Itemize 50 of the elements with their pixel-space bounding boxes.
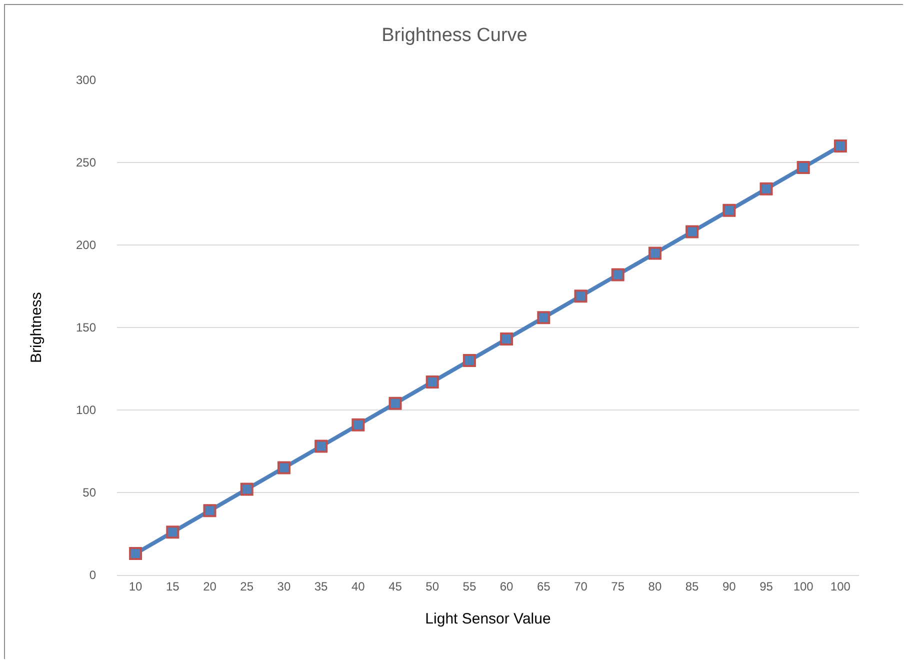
y-tick-label: 150 (76, 320, 96, 335)
x-tick-label: 45 (388, 579, 402, 594)
x-tick-label: 10 (128, 579, 143, 594)
x-tick-label: 40 (351, 579, 366, 594)
chart-title: Brightness Curve (382, 25, 528, 46)
x-axis-title: Light Sensor Value (425, 610, 551, 628)
x-tick-label: 15 (166, 579, 180, 594)
x-tick-label: 50 (426, 579, 440, 594)
y-tick-label: 100 (76, 403, 96, 418)
x-tick-label: 35 (314, 579, 328, 594)
point (240, 482, 254, 496)
x-tick-label: 70 (574, 579, 588, 594)
x-tick-label: 95 (760, 579, 774, 594)
point (129, 547, 142, 560)
point (426, 375, 439, 388)
y-axis-title: Brightness (28, 292, 46, 363)
point (314, 440, 328, 453)
point (166, 526, 180, 539)
x-tick-label: 100 (830, 579, 851, 594)
y-tick-label: 250 (76, 156, 96, 170)
y-tick-label: 200 (76, 238, 96, 252)
point (277, 461, 290, 474)
x-tick-label: 65 (536, 579, 551, 594)
point (388, 396, 402, 410)
point (537, 311, 550, 324)
point (352, 418, 365, 432)
y-tick-label: 300 (76, 73, 96, 88)
x-tick-label: 80 (648, 579, 662, 594)
x-tick-label: 25 (240, 579, 254, 594)
point (611, 268, 624, 282)
x-tick-label: 55 (462, 579, 476, 594)
point (686, 225, 699, 238)
x-tick-label: 90 (722, 579, 736, 594)
point (648, 246, 662, 260)
x-tick-label: 85 (685, 579, 700, 594)
point (574, 290, 588, 303)
x-tick-label: 60 (500, 579, 514, 594)
x-tick-label: 30 (277, 579, 291, 594)
point (722, 204, 736, 217)
point (462, 354, 476, 367)
point (796, 160, 810, 174)
y-tick-label: 0 (89, 568, 96, 582)
point (760, 182, 773, 196)
y-tick-label: 50 (82, 486, 96, 500)
point (203, 504, 216, 518)
point (500, 332, 514, 346)
x-tick-label: 100 (793, 579, 814, 594)
point (834, 140, 847, 152)
x-tick-label: 75 (611, 579, 625, 594)
x-tick-label: 20 (203, 579, 217, 594)
